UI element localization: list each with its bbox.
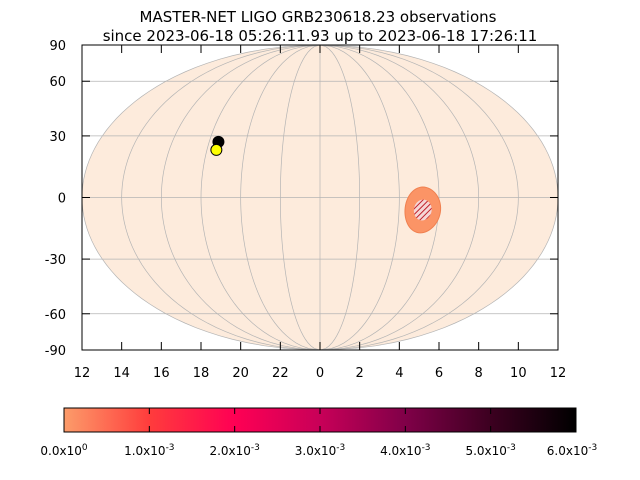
x-tick-label: 12 (74, 366, 91, 381)
x-tick-label: 6 (435, 366, 443, 381)
y-tick-label: -30 (45, 253, 66, 268)
observation-point-2 (210, 143, 223, 156)
colorbar-tick-label: 0.0x100 (40, 443, 87, 458)
plot-area (82, 45, 558, 350)
y-tick-label: -90 (45, 344, 66, 359)
x-tick-label: 0 (316, 366, 324, 381)
y-tick-label: 30 (49, 130, 66, 145)
y-tick-label: 0 (58, 192, 66, 207)
colorbar-tick-label: 1.0x10-3 (124, 443, 174, 458)
y-tick-label: 90 (49, 39, 66, 54)
chart-title-line1: MASTER-NET LIGO GRB230618.23 observation… (140, 8, 497, 26)
x-tick-label: 12 (550, 366, 567, 381)
x-tick-label: 20 (232, 366, 249, 381)
x-tick-label: 22 (272, 366, 289, 381)
colorbar-tick-label: 3.0x10-3 (295, 443, 345, 458)
x-tick-label: 14 (113, 366, 130, 381)
colorbar-tick-label: 5.0x10-3 (465, 443, 515, 458)
x-tick-label: 16 (153, 366, 170, 381)
y-tick-label: 60 (49, 75, 66, 90)
x-tick-label: 10 (510, 366, 527, 381)
colorbar-tick-label: 4.0x10-3 (380, 443, 430, 458)
x-tick-label: 4 (395, 366, 403, 381)
colorbar-tick-label: 6.0x10-3 (547, 443, 597, 458)
colorbar-tick-label: 2.0x10-3 (209, 443, 259, 458)
x-tick-label: 8 (475, 366, 483, 381)
hatched-observed-area (413, 199, 432, 221)
y-tick-label: -60 (45, 308, 66, 323)
chart-title-line2: since 2023-06-18 05:26:11.93 up to 2023-… (103, 27, 538, 45)
x-tick-label: 18 (193, 366, 210, 381)
colorbar: 0.0x100 1.0x10-3 2.0x10-3 3.0x10-3 4.0x10-3 5… (40, 407, 597, 458)
x-tick-label: 2 (356, 366, 364, 381)
